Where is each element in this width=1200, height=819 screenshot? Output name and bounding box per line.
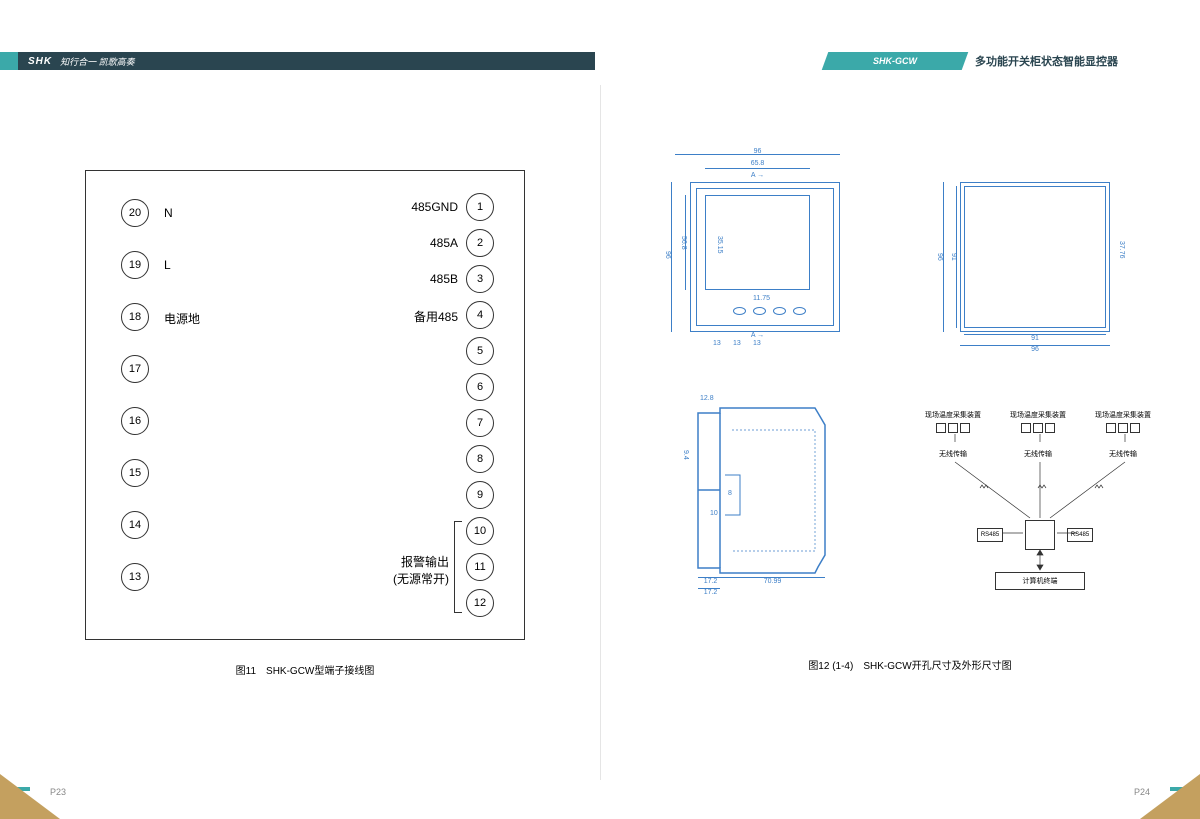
section-a-top: A →	[735, 172, 780, 179]
terminal-label-20: N	[164, 206, 173, 220]
terminal-8: 8	[466, 445, 494, 473]
side-profile-icon	[670, 405, 840, 590]
dim-94: 9.4	[682, 450, 689, 460]
dim-c96h: 96	[933, 182, 943, 332]
figure-12-caption: 图12 (1-4) SHK-GCW开孔尺寸及外形尺寸图	[655, 657, 1165, 672]
terminal-label-19: L	[164, 258, 171, 272]
panel-button	[733, 307, 746, 315]
page-divider	[600, 85, 601, 780]
product-code-tab: SHK-GCW	[822, 52, 969, 70]
terminal-4: 4	[466, 301, 494, 329]
terminal-5: 5	[466, 337, 494, 365]
terminal-14: 14	[121, 511, 149, 539]
panel-button	[753, 307, 766, 315]
terminal-label-3: 485B	[396, 272, 458, 286]
dim-96-left: 96	[661, 180, 671, 330]
terminal-box: 计算机终端	[995, 572, 1085, 590]
terminal-3: 3	[466, 265, 494, 293]
front-view: 96 65.8 A → 96 56.8 35.15 11.75 A → 13 1…	[675, 160, 840, 340]
brand-logo: SHK	[28, 56, 52, 67]
dim-3776: 37.76	[1115, 210, 1125, 290]
terminal-18: 18	[121, 303, 149, 331]
dim-3515: 35.15	[713, 220, 723, 270]
alarm-output-label: 报警输出(无源常开)	[374, 553, 449, 587]
terminal-label-2: 485A	[396, 236, 458, 250]
terminal-label-18: 电源地	[164, 310, 200, 327]
dim-8: 8	[728, 490, 732, 497]
product-title: 多功能开关柜状态智能显控器	[975, 53, 1118, 69]
terminal-11: 11	[466, 553, 494, 581]
terminal-9: 9	[466, 481, 494, 509]
page-number-left: P23	[50, 787, 66, 797]
terminal-19: 19	[121, 251, 149, 279]
dim-128: 12.8	[700, 395, 714, 402]
dim-658: 65.8	[705, 160, 810, 167]
side-view: 12.8 9.4 8 10 17.2 70.99 17.2	[670, 405, 840, 595]
collector-box	[1025, 520, 1055, 550]
header-right-bar: SHK-GCW 多功能开关柜状态智能显控器	[830, 52, 1200, 70]
dim-c96w: 96	[960, 346, 1110, 353]
dim-7099: 70.99	[720, 578, 825, 585]
rs485-right: RS485	[1067, 528, 1093, 542]
panel-button	[793, 307, 806, 315]
terminal-2: 2	[466, 229, 494, 257]
brand-tagline: 知行合一 凯歌高奏	[60, 55, 135, 68]
dim-172b: 17.2	[698, 589, 723, 596]
terminal-17: 17	[121, 355, 149, 383]
section-a-bot: A →	[735, 332, 780, 339]
dim-10: 10	[710, 510, 718, 517]
terminal-diagram: 20 N 19 L 18 电源地 17 16 15 14 13 1 485GND 2 485A 3 485B 4备…	[85, 170, 525, 677]
dim-c91w: 91	[964, 335, 1106, 342]
cutout-inner	[964, 186, 1106, 328]
figure-11-caption: 图11 SHK-GCW型端子接线图	[85, 662, 525, 677]
page-number-right: P24	[1134, 787, 1150, 797]
product-code: SHK-GCW	[873, 56, 917, 66]
dim-13c: 13	[753, 340, 761, 347]
terminal-outline: 20 N 19 L 18 电源地 17 16 15 14 13 1 485GND 2 485A 3 485B 4备…	[85, 170, 525, 640]
terminal-20: 20	[121, 199, 149, 227]
terminal-13: 13	[121, 563, 149, 591]
terminal-16: 16	[121, 407, 149, 435]
panel-button	[773, 307, 786, 315]
rs485-left: RS485	[977, 528, 1003, 542]
terminal-10: 10	[466, 517, 494, 545]
terminal-1: 1	[466, 193, 494, 221]
terminal-7: 7	[466, 409, 494, 437]
dim-13b: 13	[733, 340, 741, 347]
dim-13a: 13	[713, 340, 721, 347]
terminal-label-4: 备用485	[396, 308, 458, 325]
cutout-view: 96 91 37.76 91 96	[945, 160, 1125, 340]
header-left-bar: SHK 知行合一 凯歌高奏	[0, 52, 595, 70]
terminal-label-1: 485GND	[396, 200, 458, 214]
terminal-6: 6	[466, 373, 494, 401]
terminal-15: 15	[121, 459, 149, 487]
dim-1175: 11.75	[753, 295, 770, 302]
alarm-bracket	[454, 521, 462, 613]
terminal-12: 12	[466, 589, 494, 617]
